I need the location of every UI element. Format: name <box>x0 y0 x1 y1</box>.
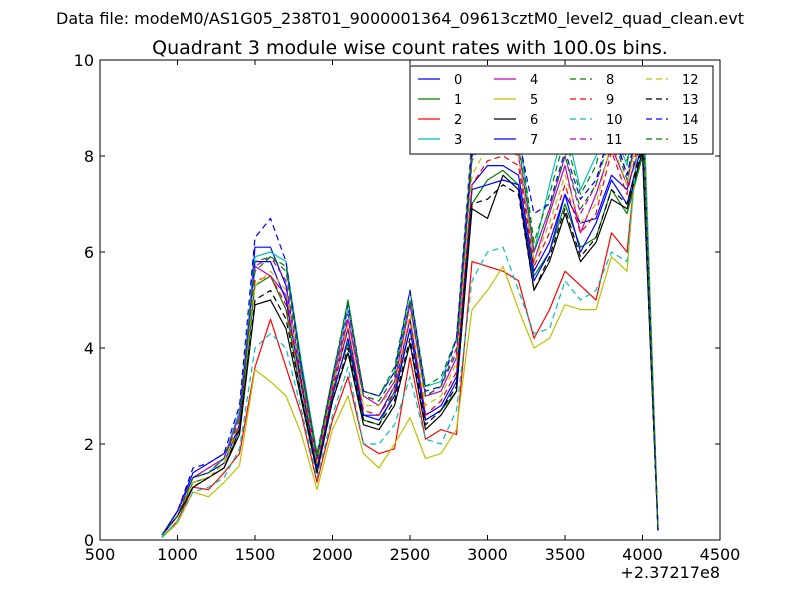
legend-label-8: 8 <box>606 73 614 88</box>
legend-label-11: 11 <box>606 133 623 148</box>
x-tick-label: 4000 <box>622 545 663 564</box>
x-tick-label: 1500 <box>235 545 276 564</box>
chart-title: Quadrant 3 module wise count rates with … <box>152 37 668 59</box>
x-tick-label: 500 <box>85 545 116 564</box>
legend-label-2: 2 <box>454 113 462 128</box>
x-tick-label: 3000 <box>467 545 508 564</box>
x-tick-label: 2000 <box>312 545 353 564</box>
legend-label-5: 5 <box>530 93 538 108</box>
x-offset-label: +2.37217e8 <box>620 563 720 582</box>
series-line-13 <box>161 145 659 536</box>
legend-label-0: 0 <box>454 73 462 88</box>
legend-label-12: 12 <box>682 73 699 88</box>
plot-frame <box>99 59 721 541</box>
series-line-15 <box>161 107 659 536</box>
series-line-12 <box>161 116 659 536</box>
series-line-2 <box>161 97 659 539</box>
y-tick-label: 10 <box>74 51 94 70</box>
y-tick-label: 2 <box>84 435 94 454</box>
x-tick-label: 4500 <box>700 545 741 564</box>
series-line-5 <box>161 78 659 539</box>
series-line-14 <box>161 107 659 536</box>
legend-label-15: 15 <box>682 133 699 148</box>
legend-label-3: 3 <box>454 133 462 148</box>
file-suptitle: Data file: modeM0/AS1G05_238T01_90000013… <box>56 9 744 29</box>
legend-box <box>409 65 714 155</box>
x-tick-label: 3500 <box>545 545 586 564</box>
series-layer <box>161 68 659 539</box>
y-tick-label: 4 <box>84 339 94 358</box>
series-line-10 <box>161 88 659 539</box>
y-tick-label: 0 <box>84 531 94 550</box>
legend-label-10: 10 <box>606 113 623 128</box>
legend-label-7: 7 <box>530 133 538 148</box>
x-tick-label: 1000 <box>157 545 198 564</box>
series-line-9 <box>161 121 659 536</box>
y-tick-label: 8 <box>84 147 94 166</box>
y-tick-label: 6 <box>84 243 94 262</box>
legend-label-6: 6 <box>530 113 538 128</box>
legend-label-9: 9 <box>606 93 614 108</box>
axis-ticks: 500 1000 1500 2000 2500 3000 3500 4000 4500 0 2 4 6 8… <box>74 51 741 564</box>
legend-label-4: 4 <box>530 73 538 88</box>
x-tick-label: 2500 <box>390 545 431 564</box>
legend-label-1: 1 <box>454 93 462 108</box>
legend-label-13: 13 <box>682 93 699 108</box>
legend-label-14: 14 <box>682 113 699 128</box>
